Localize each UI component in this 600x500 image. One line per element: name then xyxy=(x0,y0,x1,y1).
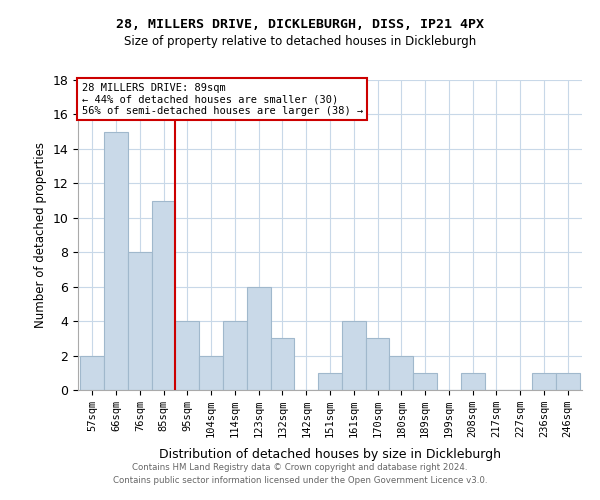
Y-axis label: Number of detached properties: Number of detached properties xyxy=(34,142,47,328)
X-axis label: Distribution of detached houses by size in Dickleburgh: Distribution of detached houses by size … xyxy=(159,448,501,462)
Bar xyxy=(104,132,128,390)
Text: 28 MILLERS DRIVE: 89sqm
← 44% of detached houses are smaller (30)
56% of semi-de: 28 MILLERS DRIVE: 89sqm ← 44% of detache… xyxy=(82,82,363,116)
Bar xyxy=(152,200,175,390)
Text: 28, MILLERS DRIVE, DICKLEBURGH, DISS, IP21 4PX: 28, MILLERS DRIVE, DICKLEBURGH, DISS, IP… xyxy=(116,18,484,30)
Bar xyxy=(247,286,271,390)
Bar xyxy=(413,373,437,390)
Bar xyxy=(389,356,413,390)
Bar xyxy=(342,321,365,390)
Bar xyxy=(365,338,389,390)
Bar xyxy=(271,338,295,390)
Bar xyxy=(128,252,152,390)
Bar xyxy=(532,373,556,390)
Text: Contains HM Land Registry data © Crown copyright and database right 2024.
Contai: Contains HM Land Registry data © Crown c… xyxy=(113,464,487,485)
Bar xyxy=(318,373,342,390)
Bar xyxy=(80,356,104,390)
Bar xyxy=(556,373,580,390)
Bar xyxy=(223,321,247,390)
Bar xyxy=(199,356,223,390)
Bar xyxy=(461,373,485,390)
Text: Size of property relative to detached houses in Dickleburgh: Size of property relative to detached ho… xyxy=(124,35,476,48)
Bar xyxy=(175,321,199,390)
